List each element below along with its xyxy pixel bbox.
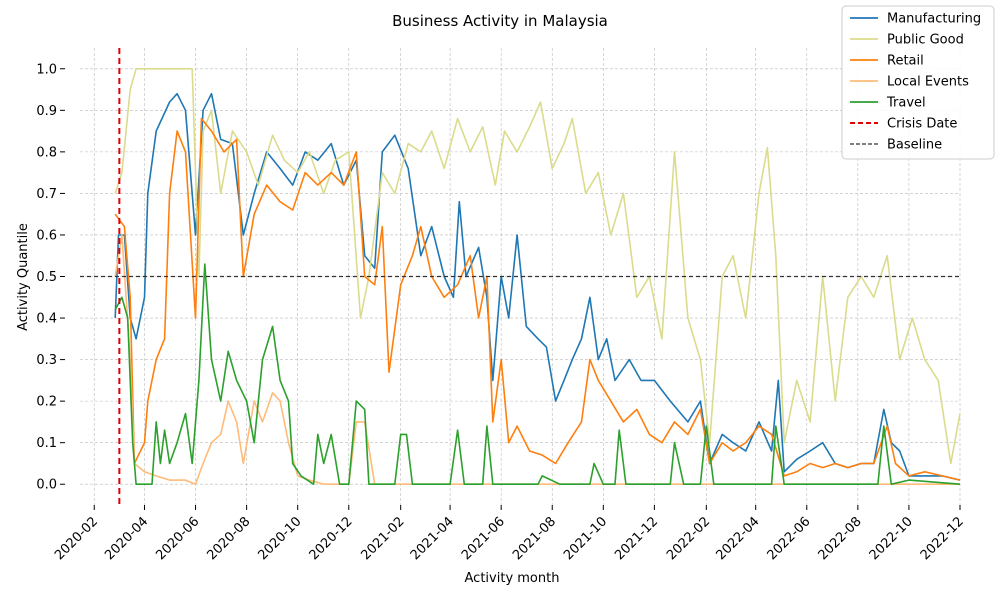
- legend-label: Retail: [887, 54, 924, 69]
- x-tick-label: 2021-10: [561, 514, 610, 563]
- reference-lines: [80, 48, 960, 505]
- legend-label: Travel: [886, 96, 926, 111]
- y-tick-label: 0.3: [36, 353, 57, 368]
- x-tick-label: 2021-04: [408, 514, 457, 563]
- x-tick-label: 2020-02: [52, 514, 101, 563]
- y-tick-label: 0.4: [36, 312, 57, 327]
- legend-label: Crisis Date: [887, 117, 957, 132]
- x-tick-label: 2021-12: [612, 514, 661, 563]
- x-tick-label: 2021-02: [358, 514, 407, 563]
- series-line-travel: [114, 263, 961, 485]
- x-tick-label: 2022-06: [765, 514, 814, 563]
- y-tick-label: 0.1: [36, 436, 57, 451]
- legend: Manufacturing Public Good Retail Local Even…: [841, 5, 995, 160]
- y-tick-label: 0.6: [36, 228, 57, 243]
- legend-label: Baseline: [887, 138, 942, 153]
- x-axis-ticks: 2020-02 2020-04 2020-06 2020-08 2020-10 2020-…: [52, 505, 967, 563]
- x-tick-label: 2020-10: [256, 514, 305, 563]
- x-tick-label: 2020-12: [307, 514, 356, 563]
- y-axis-label: Activity Quantile: [16, 223, 31, 331]
- y-tick-label: 0.0: [36, 478, 57, 493]
- legend-label: Public Good: [887, 33, 964, 48]
- x-tick-label: 2020-06: [153, 514, 202, 563]
- legend-label: Local Events: [887, 75, 969, 90]
- y-tick-label: 0.7: [36, 187, 57, 202]
- y-tick-label: 1.0: [36, 62, 57, 77]
- legend-box: [841, 5, 995, 160]
- series-lines: [114, 68, 961, 485]
- x-tick-label: 2022-12: [918, 514, 967, 563]
- x-tick-label: 2022-02: [664, 514, 713, 563]
- series-line-retail: [114, 117, 961, 481]
- x-tick-label: 2022-10: [867, 514, 916, 563]
- x-axis-label: Activity month: [465, 571, 560, 586]
- series-line-public-good: [114, 68, 961, 465]
- x-tick-label: 2020-08: [204, 514, 253, 563]
- x-tick-label: 2022-04: [714, 514, 763, 563]
- series-line-manufacturing: [114, 92, 961, 481]
- y-tick-label: 0.8: [36, 145, 57, 160]
- chart-title: Business Activity in Malaysia: [392, 12, 608, 30]
- x-tick-label: 2022-08: [816, 514, 865, 563]
- legend-label: Manufacturing: [887, 12, 981, 27]
- y-tick-label: 0.5: [36, 270, 57, 285]
- y-axis-ticks: 0.0 0.1 0.2 0.3 0.4 0.5 0.6 0.7 0.8 0.9 1.0: [36, 62, 65, 493]
- x-tick-label: 2021-08: [510, 514, 559, 563]
- y-tick-label: 0.9: [36, 104, 57, 119]
- y-tick-label: 0.2: [36, 395, 57, 410]
- x-tick-label: 2020-04: [102, 514, 151, 563]
- x-tick-label: 2021-06: [459, 514, 508, 563]
